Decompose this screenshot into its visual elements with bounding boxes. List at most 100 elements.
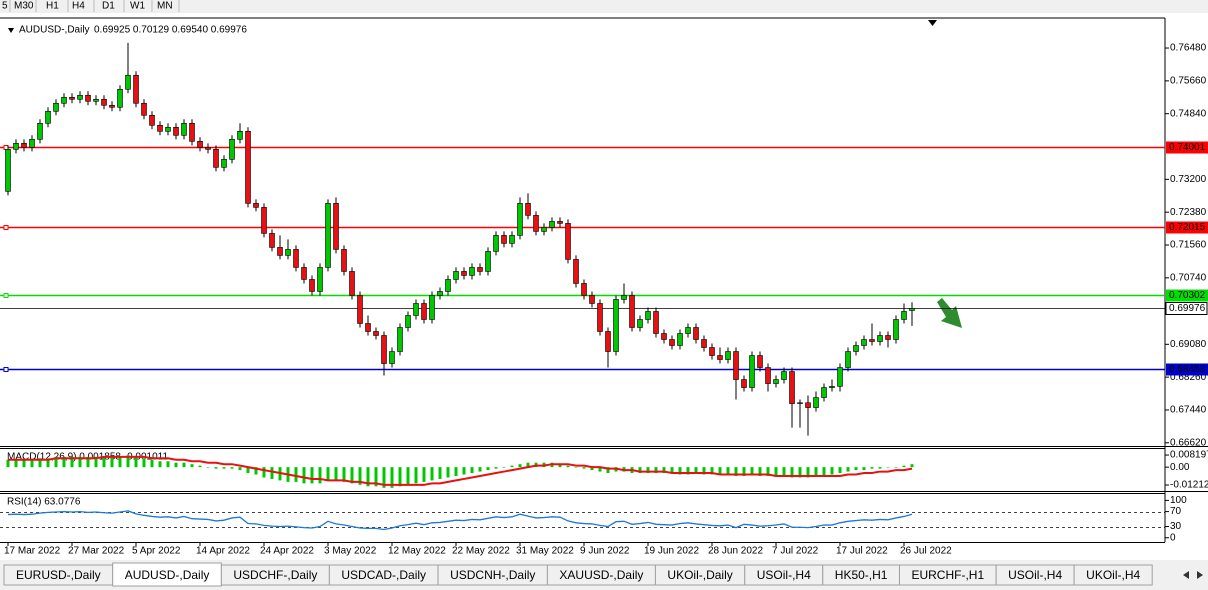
tab-label[interactable]: EURUSD-,Daily bbox=[16, 568, 101, 582]
y-tick-label: 0.66620 bbox=[1170, 437, 1207, 448]
tab-label[interactable]: AUDUSD-,Daily bbox=[125, 568, 210, 582]
candle-body bbox=[501, 235, 507, 244]
macd-bar bbox=[222, 467, 226, 469]
macd-bar bbox=[638, 467, 642, 474]
y-tick-label: 0.75660 bbox=[1170, 75, 1207, 86]
macd-bar bbox=[670, 467, 674, 474]
candle-body bbox=[861, 339, 867, 346]
candle-body bbox=[589, 295, 595, 304]
scroll-left[interactable] bbox=[1183, 571, 1189, 579]
candle-body bbox=[285, 249, 291, 256]
tab-label[interactable]: HK50-,H1 bbox=[835, 568, 888, 582]
chart-tab[interactable]: EURCHF-,H1 bbox=[898, 564, 997, 586]
tab-label[interactable]: USOil-,H4 bbox=[757, 568, 811, 582]
candle-body bbox=[245, 131, 251, 204]
timeframe-button[interactable]: M30 bbox=[14, 1, 34, 12]
scroll-right[interactable] bbox=[1197, 571, 1203, 579]
candle-body bbox=[13, 143, 19, 150]
tab-label[interactable]: UKOil-,Daily bbox=[667, 568, 732, 582]
x-tick-label: 7 Jul 2022 bbox=[772, 546, 819, 557]
chart-tab[interactable]: AUDUSD-,Daily bbox=[112, 562, 222, 587]
x-tick-label: 26 Jul 2022 bbox=[900, 546, 952, 557]
macd-bar bbox=[54, 456, 58, 468]
macd-bar bbox=[710, 467, 714, 475]
candle-body bbox=[349, 271, 355, 296]
timeframe-button[interactable]: H1 bbox=[46, 1, 59, 12]
tab-label[interactable]: XAUUSD-,Daily bbox=[559, 568, 643, 582]
macd-bar bbox=[366, 467, 370, 487]
timeframe-button[interactable]: MN bbox=[157, 1, 173, 12]
menu-arrow bbox=[8, 28, 14, 33]
chart-tab[interactable]: USDCNH-,Daily bbox=[437, 564, 548, 586]
candle-body bbox=[413, 303, 419, 316]
candle-body bbox=[445, 279, 451, 292]
candle-body bbox=[869, 339, 875, 342]
x-tick-label: 22 May 2022 bbox=[452, 546, 510, 557]
macd-bar bbox=[502, 467, 506, 468]
macd-bar bbox=[262, 467, 266, 478]
tab-label[interactable]: USDCNH-,Daily bbox=[450, 568, 535, 582]
candle-body bbox=[213, 149, 219, 168]
candle-body bbox=[453, 271, 459, 280]
chart-tab[interactable]: HK50-,H1 bbox=[822, 564, 900, 586]
tab-label[interactable]: USOil-,H4 bbox=[1008, 568, 1062, 582]
macd-bar bbox=[566, 465, 570, 468]
candle-body bbox=[573, 259, 579, 284]
candle-body bbox=[269, 233, 275, 248]
macd-bar bbox=[342, 467, 346, 482]
chart-tab[interactable]: UKOil-,H4 bbox=[1073, 564, 1153, 586]
candle-body bbox=[565, 223, 571, 260]
candle-body bbox=[221, 159, 227, 168]
macd-bar bbox=[142, 458, 146, 468]
tab-label[interactable]: USDCHF-,Daily bbox=[233, 568, 317, 582]
timeframe-button[interactable]: W1 bbox=[130, 1, 145, 12]
chart-tab[interactable]: USOil-,H4 bbox=[744, 564, 824, 586]
candle-body bbox=[773, 379, 779, 384]
macd-bar bbox=[238, 467, 242, 471]
macd-bar bbox=[374, 467, 378, 487]
chart-tab[interactable]: EURUSD-,Daily bbox=[3, 564, 114, 586]
macd-bar bbox=[814, 467, 818, 476]
tab-label[interactable]: EURCHF-,H1 bbox=[911, 568, 984, 582]
chart-tab[interactable]: USDCAD-,Daily bbox=[328, 564, 439, 586]
macd-bar bbox=[110, 456, 114, 468]
macd-bar bbox=[598, 467, 602, 472]
candle-body bbox=[645, 311, 651, 320]
candle-body bbox=[829, 386, 835, 388]
macd-bar bbox=[294, 467, 298, 482]
timeframe-button[interactable]: H4 bbox=[72, 1, 85, 12]
macd-bar bbox=[246, 467, 250, 474]
candle-body bbox=[77, 94, 83, 100]
candle-body bbox=[109, 104, 115, 108]
macd-bar bbox=[718, 467, 722, 475]
chart-tab[interactable]: USDCHF-,Daily bbox=[220, 564, 330, 586]
candle-body bbox=[69, 96, 75, 100]
macd-bar bbox=[390, 467, 394, 488]
chart-tab[interactable]: UKOil-,Daily bbox=[654, 564, 746, 586]
tab-label[interactable]: UKOil-,H4 bbox=[1086, 568, 1140, 582]
timeframe-button[interactable]: 5 bbox=[2, 1, 8, 12]
y-tick-label: 0.68260 bbox=[1170, 372, 1207, 383]
level-price-box bbox=[1166, 221, 1208, 234]
level-handle bbox=[3, 293, 9, 298]
macd-bar bbox=[22, 459, 26, 468]
y-tick-label: 100 bbox=[1170, 495, 1187, 506]
macd-bar bbox=[902, 465, 906, 468]
candle-body bbox=[437, 291, 443, 296]
y-tick-label: 0.70740 bbox=[1170, 272, 1207, 283]
x-tick-label: 14 Apr 2022 bbox=[196, 546, 250, 557]
macd-bar bbox=[350, 467, 354, 484]
y-tick-label: 0.00 bbox=[1170, 462, 1190, 473]
macd-bar bbox=[870, 467, 874, 469]
timeframe-button[interactable]: D1 bbox=[102, 1, 115, 12]
macd-bar bbox=[606, 467, 610, 474]
candle-body bbox=[325, 203, 331, 268]
chart-tab[interactable]: USOil-,H4 bbox=[995, 564, 1075, 586]
candle-body bbox=[485, 251, 491, 272]
chart-tab[interactable]: XAUUSD-,Daily bbox=[546, 564, 656, 586]
rsi-line bbox=[7, 510, 913, 531]
tab-label[interactable]: USDCAD-,Daily bbox=[341, 568, 426, 582]
macd-bar bbox=[446, 467, 450, 478]
macd-bar bbox=[774, 467, 778, 476]
